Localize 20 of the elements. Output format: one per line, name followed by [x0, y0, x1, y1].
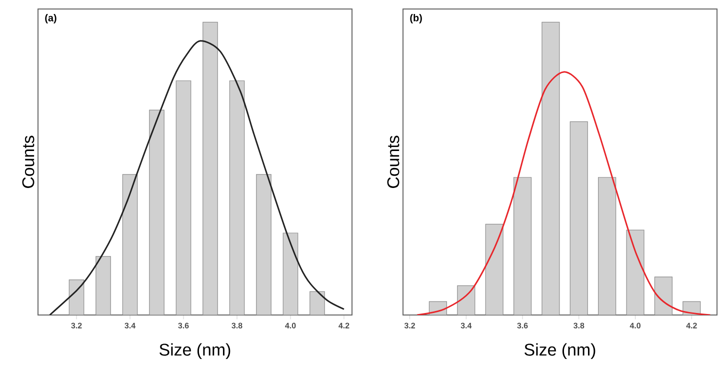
- chart-title: (a): [45, 14, 56, 24]
- bar: [514, 177, 532, 315]
- y-axis-title: Counts: [387, 136, 400, 188]
- bar: [149, 110, 164, 315]
- bar: [229, 80, 245, 315]
- bar: [310, 291, 325, 315]
- x-axis-title: Size (nm): [524, 343, 596, 360]
- x-axis-title: Size (nm): [160, 343, 230, 360]
- bar: [122, 174, 138, 315]
- bar: [202, 22, 218, 315]
- bar: [570, 122, 588, 315]
- bar: [96, 256, 111, 315]
- bar: [176, 80, 192, 315]
- bar: [256, 174, 272, 315]
- bar: [486, 224, 504, 315]
- bar: [598, 177, 616, 315]
- bar: [282, 232, 298, 315]
- chart-title: (b): [410, 14, 422, 24]
- y-axis-title: Counts: [22, 136, 34, 188]
- bar: [542, 22, 560, 315]
